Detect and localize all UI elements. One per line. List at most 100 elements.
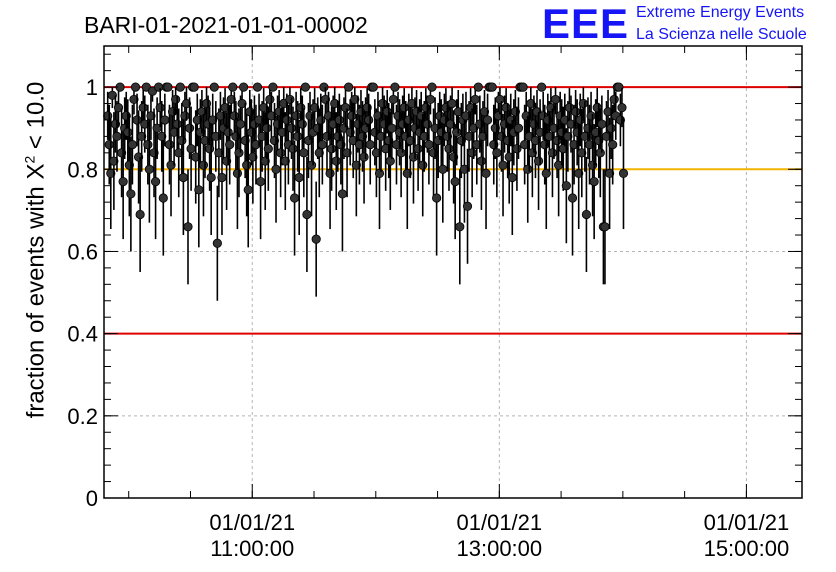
data-point [537, 82, 547, 92]
data-point [425, 94, 436, 105]
data-point [225, 140, 235, 150]
data-point [291, 111, 301, 121]
data-point [424, 140, 434, 150]
data-point [597, 119, 607, 129]
data-point [178, 172, 188, 183]
data-point [561, 181, 571, 191]
data-point [143, 140, 153, 150]
data-point [438, 164, 448, 174]
data-point [235, 119, 246, 129]
data-point [365, 140, 375, 150]
data-point [418, 160, 428, 170]
data-point [237, 98, 247, 109]
data-point [146, 111, 156, 121]
data-point [467, 148, 477, 158]
data-point [541, 168, 551, 178]
data-point [518, 82, 528, 92]
data-point [523, 164, 533, 174]
data-point [286, 123, 297, 133]
data-point [172, 119, 182, 129]
data-point [327, 144, 337, 154]
data-point [427, 82, 437, 92]
data-point [617, 103, 627, 113]
y-tick-label: 0.4 [67, 322, 98, 347]
data-point [444, 144, 454, 154]
data-point [344, 82, 354, 92]
data-point [334, 115, 344, 125]
data-point [130, 82, 141, 92]
y-axis-title-chi: Χ [22, 163, 50, 180]
data-point [118, 177, 128, 187]
data-point [150, 177, 161, 187]
data-point [228, 82, 238, 92]
data-point [481, 168, 491, 178]
data-point [234, 148, 244, 158]
data-point [571, 107, 581, 117]
data-point [512, 144, 522, 154]
data-point [396, 148, 406, 158]
data-point [533, 156, 544, 166]
data-point [577, 148, 587, 158]
data-point [248, 152, 258, 162]
data-point [452, 127, 462, 137]
data-point [155, 103, 165, 113]
data-point [387, 123, 397, 133]
y-tick-label: 0.8 [67, 157, 98, 182]
data-point [316, 115, 326, 125]
data-point [377, 98, 388, 109]
data-point [574, 168, 584, 178]
data-point [507, 172, 517, 183]
x-tick-date: 01/01/21 [704, 510, 790, 535]
data-point [470, 94, 480, 105]
data-point [368, 82, 378, 92]
data-point [104, 140, 114, 150]
chart-title: BARI-01-2021-01-01-00002 [84, 12, 368, 38]
data-point [495, 94, 505, 105]
data-point [212, 238, 222, 248]
data-point [123, 127, 133, 137]
data-point [184, 123, 195, 133]
x-tick-date: 01/01/21 [457, 510, 543, 535]
data-point [268, 82, 278, 92]
data-point [126, 189, 136, 199]
data-point [265, 94, 275, 105]
data-point [181, 98, 192, 109]
data-point [154, 82, 164, 92]
data-point [614, 82, 624, 92]
data-point [276, 148, 286, 158]
data-point [223, 127, 233, 137]
data-point [189, 82, 199, 92]
data-point [166, 160, 176, 170]
data-point [144, 164, 155, 174]
data-point [289, 193, 300, 203]
data-point [242, 160, 252, 170]
data-point [209, 82, 219, 92]
data-point [337, 189, 348, 199]
x-tick-time: 13:00:00 [457, 536, 543, 561]
data-points [103, 82, 629, 301]
data-point [163, 82, 173, 92]
data-point [201, 98, 212, 109]
logo-tagline-2: La Scienza nelle Scuole [636, 26, 807, 43]
data-point [578, 98, 588, 109]
data-point [462, 201, 473, 211]
data-point [604, 168, 615, 178]
data-point [299, 148, 309, 158]
logo-tagline-1: Extreme Energy Events [636, 4, 805, 21]
data-point [306, 160, 317, 170]
y-axis-title-suffix: < 10.0 [22, 81, 50, 156]
y-tick-label: 0.2 [67, 404, 98, 429]
data-point [263, 144, 273, 154]
data-point [408, 152, 419, 162]
data-point [288, 144, 298, 154]
data-point [608, 140, 618, 150]
data-point [107, 90, 117, 100]
data-point [586, 111, 596, 121]
data-point [359, 152, 369, 162]
data-point [239, 82, 249, 92]
data-point [447, 98, 457, 109]
eee-logo: EEE Extreme Energy Events La Scienza nel… [542, 2, 822, 46]
data-point [492, 148, 502, 158]
data-point [479, 107, 490, 117]
